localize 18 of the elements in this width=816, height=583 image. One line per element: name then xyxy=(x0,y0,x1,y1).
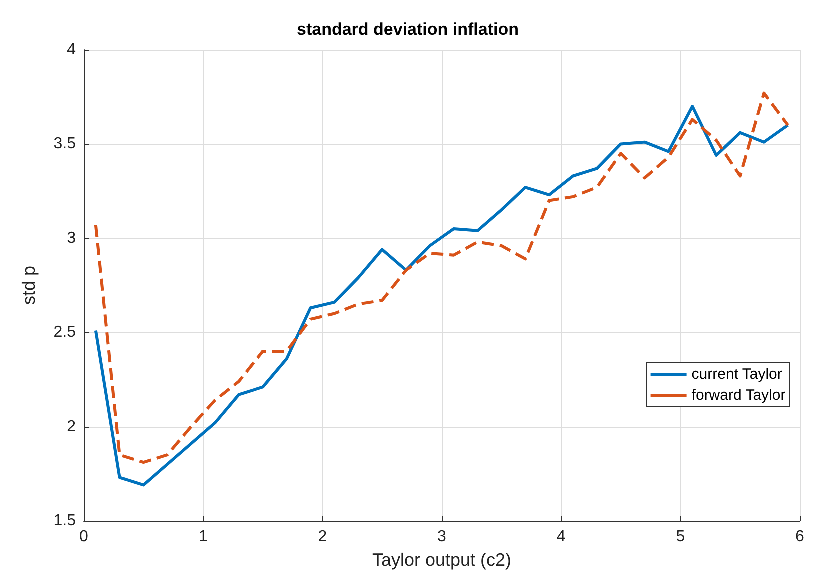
x-tick-label: 6 xyxy=(796,528,805,546)
y-axis-title: std p xyxy=(19,266,39,306)
x-tick-label: 0 xyxy=(80,528,89,546)
legend-label: forward Taylor xyxy=(692,387,786,404)
x-tick-label: 1 xyxy=(198,528,208,546)
chart-title: standard deviation inflation xyxy=(297,20,519,39)
x-tick-label: 4 xyxy=(556,528,566,546)
y-tick-label: 2.5 xyxy=(54,324,76,342)
x-tick-label: 2 xyxy=(318,528,328,546)
y-tick-label: 2 xyxy=(67,418,76,436)
y-tick-label: 4 xyxy=(67,42,76,58)
x-tick-label: 5 xyxy=(676,528,686,546)
x-tick-label: 3 xyxy=(438,528,447,546)
y-tick-label: 3 xyxy=(67,230,76,247)
y-tick-label: 1.5 xyxy=(54,512,76,530)
legend-label: current Taylor xyxy=(692,366,782,383)
y-tick-label: 3.5 xyxy=(54,136,76,153)
x-axis-title: Taylor output (c2) xyxy=(372,550,512,570)
